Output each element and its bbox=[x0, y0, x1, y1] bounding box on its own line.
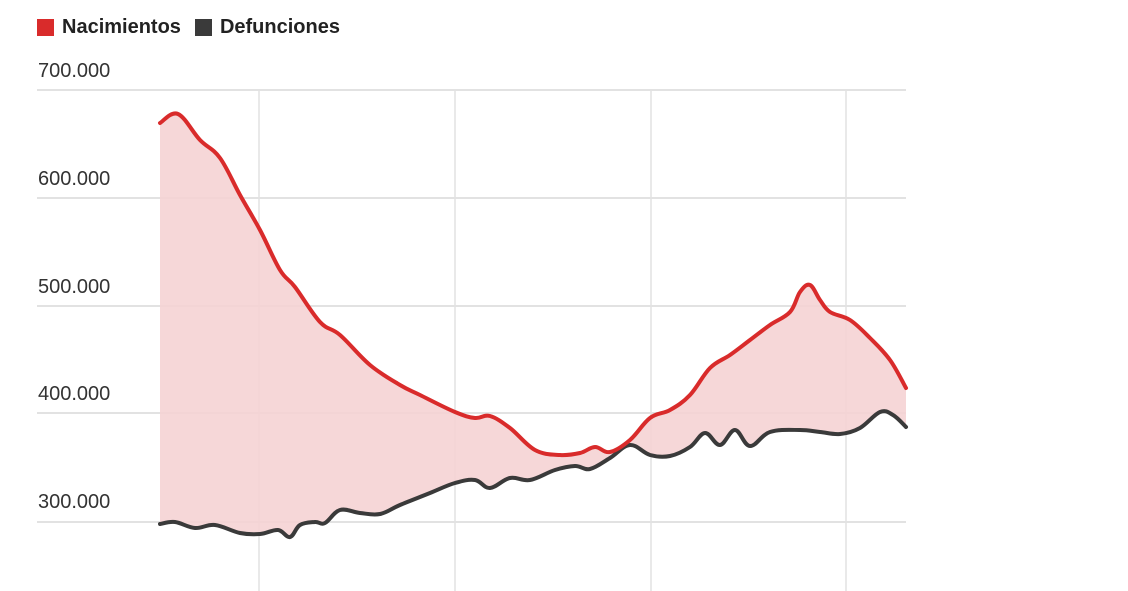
births-line bbox=[158, 111, 908, 458]
deaths-swatch-icon bbox=[194, 19, 212, 36]
legend-label-births: Nacimientos bbox=[62, 16, 181, 38]
chart-legend: Nacimientos Defunciones bbox=[37, 16, 340, 39]
y-tick-600000: 600.000 bbox=[38, 168, 111, 190]
deaths-line bbox=[158, 409, 908, 540]
legend-item-births[interactable]: Nacimientos bbox=[37, 16, 181, 39]
y-tick-300000: 300.000 bbox=[38, 491, 111, 513]
y-tick-700000: 700.000 bbox=[38, 60, 111, 82]
births-swatch-icon bbox=[37, 19, 54, 36]
y-tick-400000: 400.000 bbox=[38, 383, 111, 405]
y-tick-500000: 500.000 bbox=[38, 276, 111, 298]
legend-item-deaths[interactable]: Defunciones bbox=[194, 16, 340, 39]
legend-label-deaths: Defunciones bbox=[219, 16, 340, 38]
fill-between-area bbox=[160, 113, 906, 538]
